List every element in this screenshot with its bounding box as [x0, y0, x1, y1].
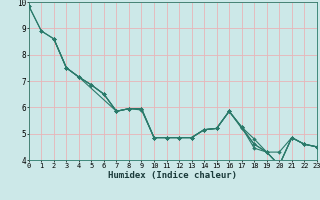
X-axis label: Humidex (Indice chaleur): Humidex (Indice chaleur)	[108, 171, 237, 180]
